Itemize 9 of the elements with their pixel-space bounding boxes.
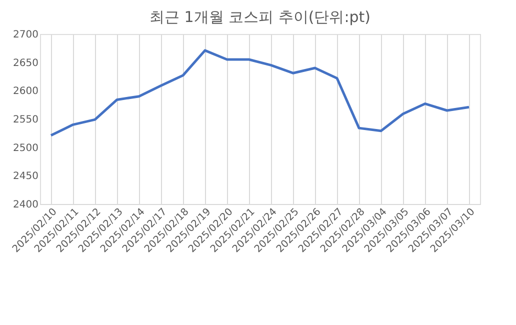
y-tick-label: 2600 <box>13 86 38 98</box>
y-tick-label: 2450 <box>13 171 38 182</box>
line-series <box>50 49 470 137</box>
chart-title: 최근 1개월 코스피 추이(단위:pt) <box>149 8 371 26</box>
y-tick-label: 2700 <box>13 30 38 40</box>
y-tick-label: 2550 <box>13 114 38 126</box>
y-tick-label: 2400 <box>13 200 38 210</box>
y-tick-label: 2500 <box>13 142 38 154</box>
y-tick-label: 2650 <box>13 58 38 69</box>
